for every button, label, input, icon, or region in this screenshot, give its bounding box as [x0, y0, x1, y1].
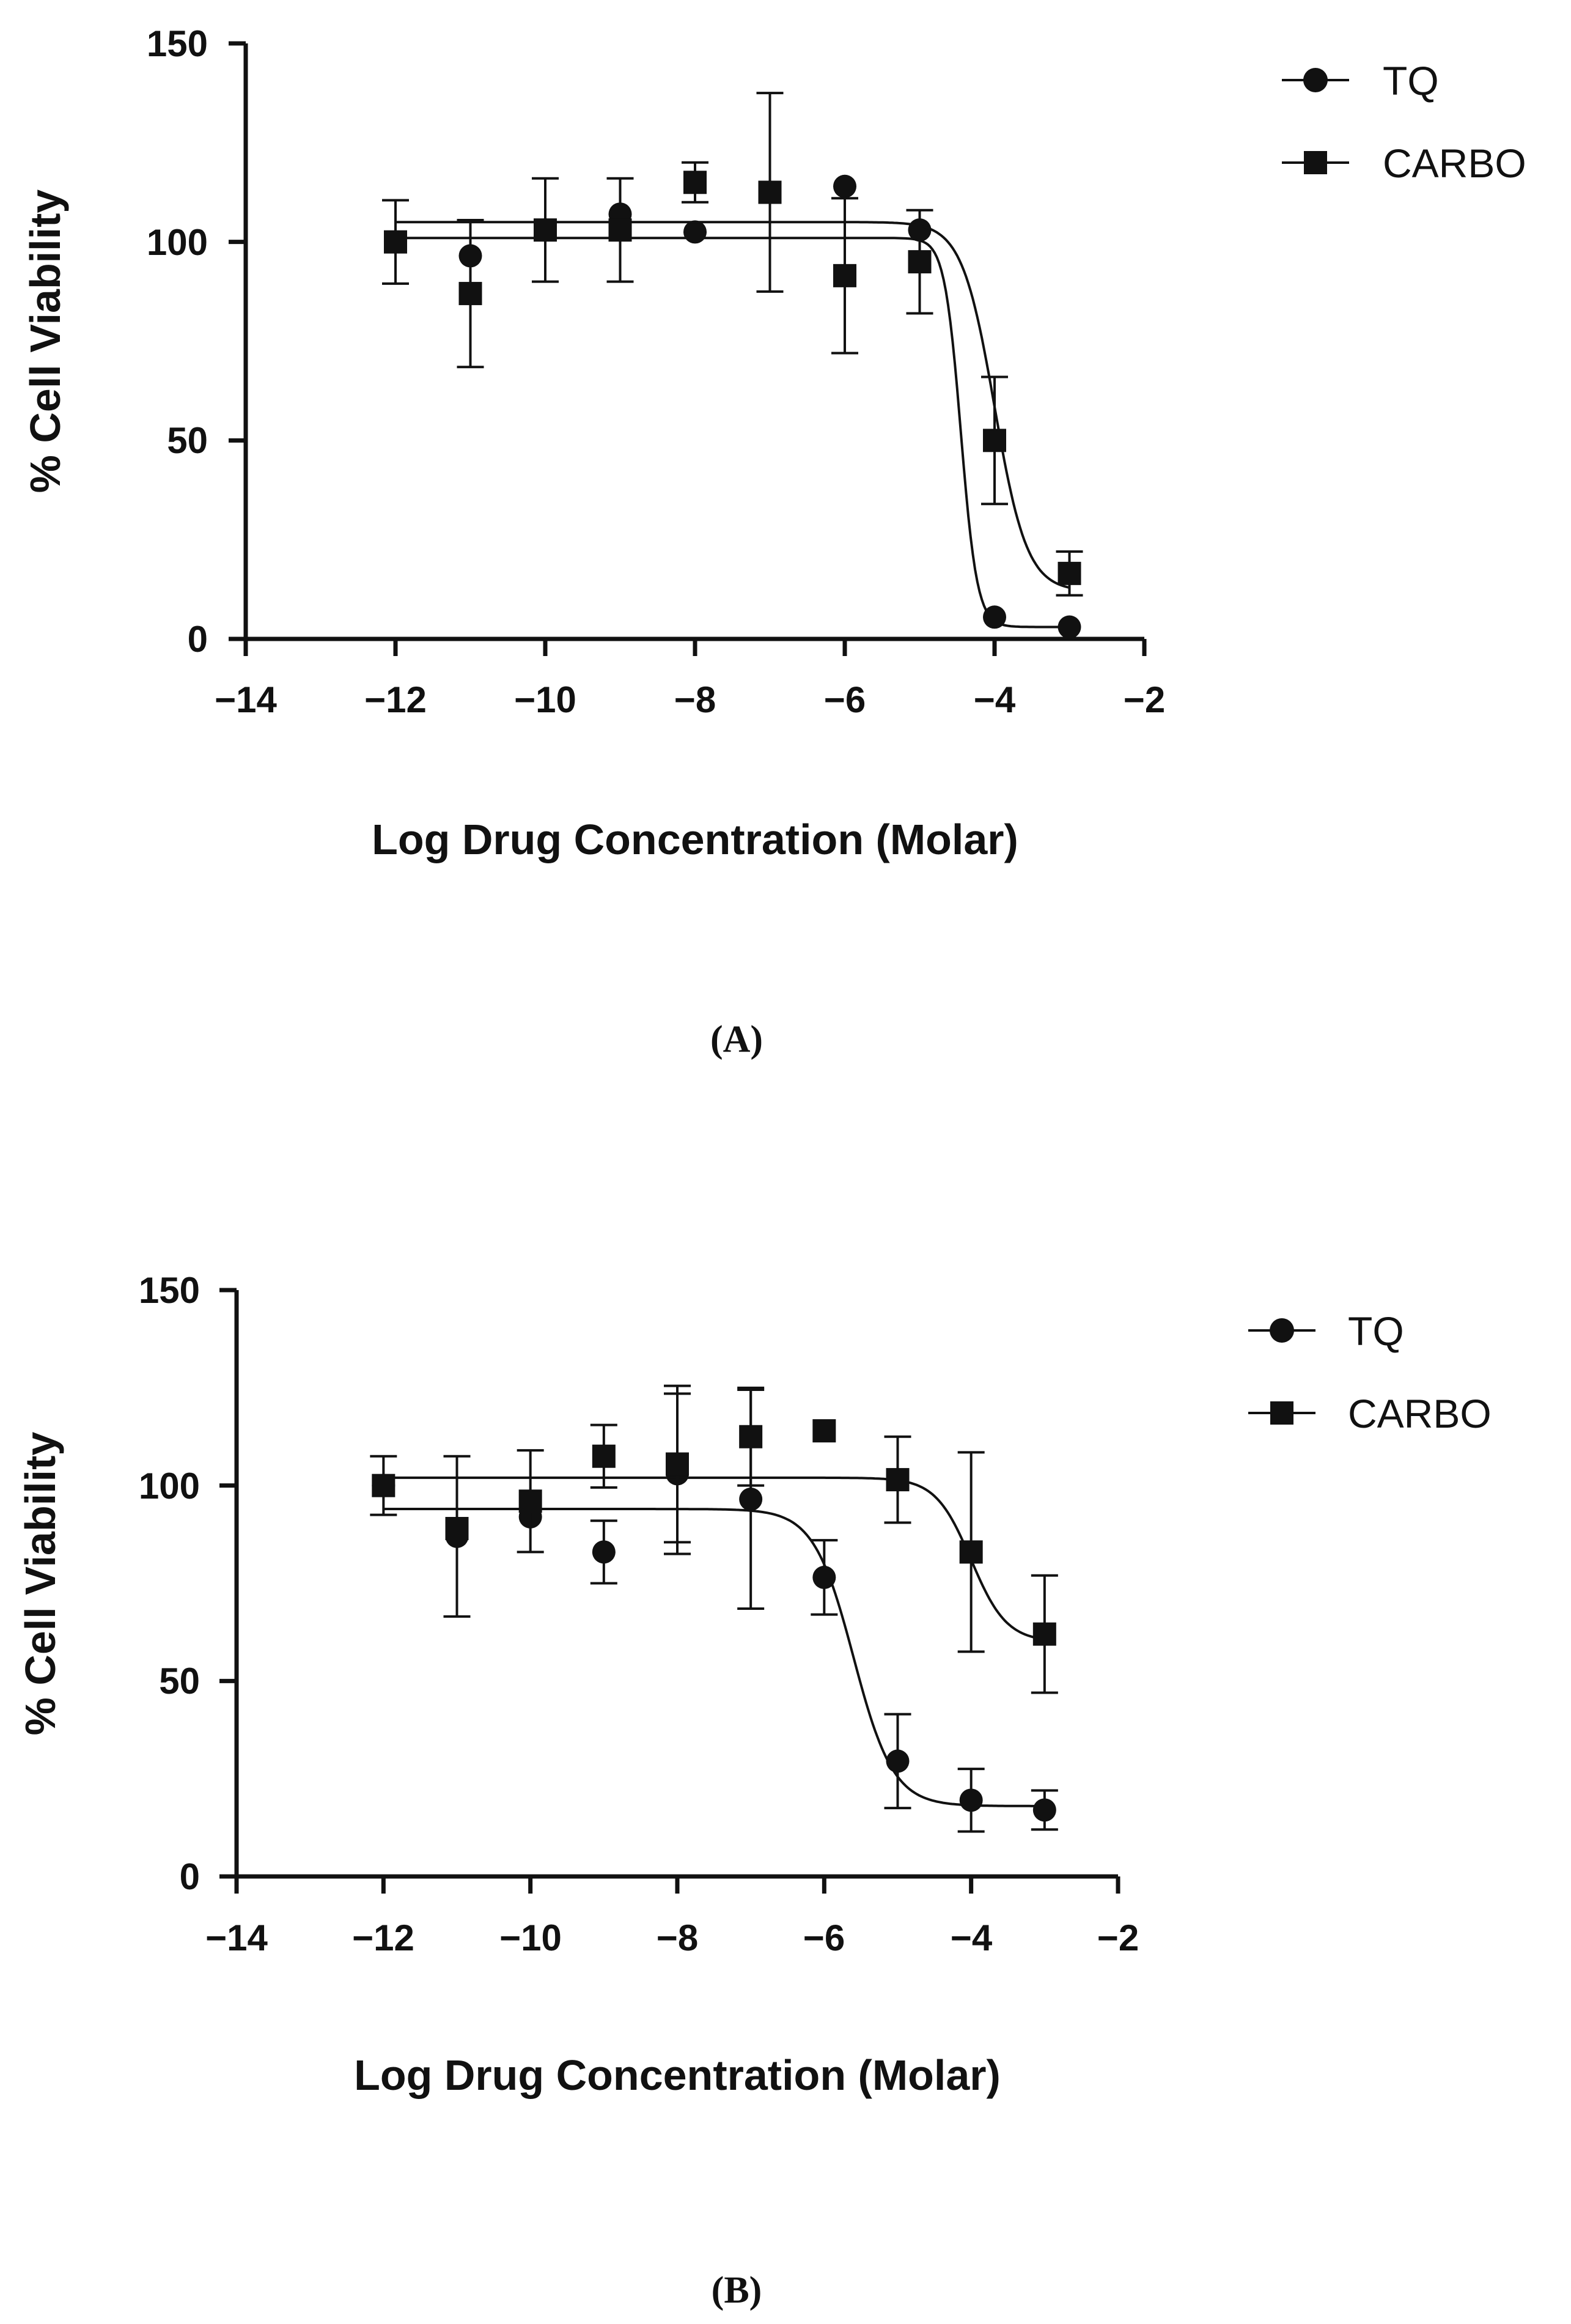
panel-a-point-tq: [983, 605, 1006, 629]
panel-b-x-tick-label: −8: [657, 1917, 698, 1958]
panel-b-x-tick-label: −4: [951, 1917, 993, 1958]
panel-a-y-tick-label: 100: [147, 222, 208, 263]
panel-b-point-tq: [592, 1540, 616, 1564]
panel-a-point-carbo: [908, 250, 932, 274]
panel-b-plot-area: [370, 1384, 1058, 1833]
panel-a-x-tick-label: −4: [974, 679, 1016, 720]
panel-a-point-tq: [833, 174, 856, 198]
panel-b-point-carbo: [592, 1444, 616, 1468]
panel-b-label: (B): [712, 2270, 762, 2311]
panel-a-point-carbo: [384, 230, 407, 254]
panel-a-legend: TQ CARBO: [1282, 58, 1526, 186]
panel-b-point-carbo: [372, 1474, 396, 1497]
panel-a-y-tick-label: 50: [167, 420, 208, 461]
panel-a-point-carbo: [458, 282, 482, 306]
panel-b-fit-curve-carbo: [383, 1476, 1045, 1641]
panel-b-y-tick-label: 50: [159, 1661, 200, 1702]
panel-b-legend: TQ CARBO: [1248, 1308, 1492, 1436]
panel-a-legend-label-tq: TQ: [1383, 58, 1439, 103]
panel-b-point-carbo: [812, 1419, 836, 1443]
panel-a: 150 100 50 0 −14 −12 −10 −8 −6 −4 −2 % C…: [21, 23, 1526, 1060]
panel-a-point-carbo: [534, 218, 557, 242]
panel-b-x-axis: −14 −12 −10 −8 −6 −4 −2: [205, 1874, 1139, 1958]
panel-a-x-tick-label: −8: [674, 679, 716, 720]
panel-b-point-carbo: [959, 1540, 983, 1564]
panel-a-x-tick-label: −2: [1124, 679, 1165, 720]
panel-a-point-carbo: [833, 264, 856, 287]
panel-a-point-carbo: [608, 218, 632, 242]
panel-b-y-tick-label: 0: [180, 1856, 200, 1897]
panel-b-legend-label-tq: TQ: [1348, 1308, 1404, 1354]
panel-b-fit-curve-tq: [383, 1508, 1045, 1807]
panel-b-point-carbo: [1032, 1622, 1056, 1646]
panel-a-y-axis-title: % Cell Viability: [21, 190, 69, 493]
panel-a-point-carbo: [1058, 561, 1081, 585]
panel-a-legend-marker-square: [1304, 151, 1327, 174]
panel-b-x-tick-label: −12: [352, 1917, 414, 1958]
panel-b-point-carbo: [739, 1425, 763, 1448]
panel-b-x-tick-label: −14: [205, 1917, 268, 1958]
panel-a-x-tick-label: −12: [364, 679, 427, 720]
panel-a-point-carbo: [683, 171, 707, 194]
panel-a-fit-curve-carbo: [396, 221, 1070, 589]
panel-a-x-axis: −14 −12 −10 −8 −6 −4 −2: [215, 636, 1165, 720]
panel-a-label: (A): [710, 1019, 763, 1060]
panel-b-x-tick-label: −6: [803, 1917, 845, 1958]
panel-a-point-tq: [1058, 615, 1081, 639]
panel-b: 150 100 50 0 −14 −12 −10 −8 −6 −4 −2 % C…: [17, 1270, 1492, 2311]
panel-b-y-tick-label: 100: [139, 1466, 200, 1507]
panel-b-x-axis-title: Log Drug Concentration (Molar): [354, 2051, 1001, 2099]
panel-a-point-carbo: [983, 429, 1006, 452]
panel-b-ticks: [219, 1288, 1120, 1894]
panel-b-point-carbo: [666, 1452, 689, 1476]
panel-a-point-tq: [683, 220, 707, 244]
panel-b-x-tick-label: −10: [499, 1917, 562, 1958]
panel-a-x-tick-label: −10: [514, 679, 576, 720]
panel-a-point-carbo: [758, 180, 782, 204]
panel-b-x-tick-label: −2: [1097, 1917, 1139, 1958]
panel-a-x-tick-label: −14: [215, 679, 277, 720]
panel-b-point-tq: [1032, 1798, 1056, 1822]
panel-b-y-tick-label: 150: [139, 1270, 200, 1311]
panel-b-point-carbo: [445, 1516, 469, 1540]
panel-b-point-tq: [739, 1488, 763, 1511]
panel-b-legend-marker-circle: [1270, 1318, 1294, 1343]
panel-b-point-tq: [812, 1565, 836, 1589]
panel-a-x-tick-label: −6: [824, 679, 866, 720]
panel-a-y-axis: 150 100 50 0: [147, 23, 248, 660]
panel-a-fit-curve-tq: [396, 237, 1070, 629]
panel-a-y-tick-label: 0: [188, 619, 208, 660]
panel-b-y-axis-title: % Cell Viability: [17, 1432, 64, 1736]
panel-b-legend-marker-square: [1270, 1401, 1293, 1425]
panel-b-y-axis: 150 100 50 0: [139, 1270, 239, 1897]
panel-a-legend-marker-circle: [1303, 68, 1328, 92]
panel-b-point-carbo: [518, 1489, 542, 1513]
panel-b-point-tq: [959, 1788, 983, 1812]
panel-a-y-tick-label: 150: [147, 23, 208, 64]
panel-a-x-axis-title: Log Drug Concentration (Molar): [372, 816, 1018, 863]
panel-b-point-carbo: [886, 1468, 910, 1492]
panel-b-legend-label-carbo: CARBO: [1348, 1391, 1492, 1436]
panel-a-legend-label-carbo: CARBO: [1383, 141, 1526, 186]
panel-b-point-tq: [886, 1749, 910, 1773]
panel-a-plot-area: [382, 92, 1083, 639]
panel-a-ticks: [229, 41, 1147, 656]
